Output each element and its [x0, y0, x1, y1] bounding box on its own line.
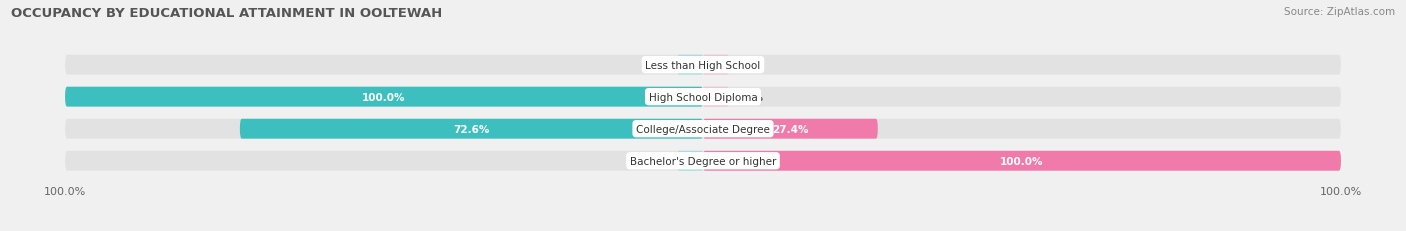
Text: 0.0%: 0.0% [735, 92, 763, 102]
FancyBboxPatch shape [703, 151, 1341, 171]
Text: 0.0%: 0.0% [643, 60, 671, 70]
FancyBboxPatch shape [240, 119, 703, 139]
FancyBboxPatch shape [703, 55, 728, 75]
FancyBboxPatch shape [703, 119, 877, 139]
FancyBboxPatch shape [65, 87, 703, 107]
FancyBboxPatch shape [703, 87, 728, 107]
FancyBboxPatch shape [678, 151, 703, 171]
FancyBboxPatch shape [65, 119, 1341, 139]
FancyBboxPatch shape [65, 151, 1341, 171]
Text: Source: ZipAtlas.com: Source: ZipAtlas.com [1284, 7, 1395, 17]
FancyBboxPatch shape [65, 87, 1341, 107]
Text: 0.0%: 0.0% [735, 60, 763, 70]
Text: 100.0%: 100.0% [363, 92, 406, 102]
Text: 72.6%: 72.6% [453, 124, 489, 134]
FancyBboxPatch shape [65, 55, 1341, 75]
Text: College/Associate Degree: College/Associate Degree [636, 124, 770, 134]
Text: 100.0%: 100.0% [1000, 156, 1043, 166]
Text: 27.4%: 27.4% [772, 124, 808, 134]
Text: High School Diploma: High School Diploma [648, 92, 758, 102]
Text: 0.0%: 0.0% [643, 156, 671, 166]
Text: Less than High School: Less than High School [645, 60, 761, 70]
FancyBboxPatch shape [678, 55, 703, 75]
Text: Bachelor's Degree or higher: Bachelor's Degree or higher [630, 156, 776, 166]
Text: OCCUPANCY BY EDUCATIONAL ATTAINMENT IN OOLTEWAH: OCCUPANCY BY EDUCATIONAL ATTAINMENT IN O… [11, 7, 443, 20]
